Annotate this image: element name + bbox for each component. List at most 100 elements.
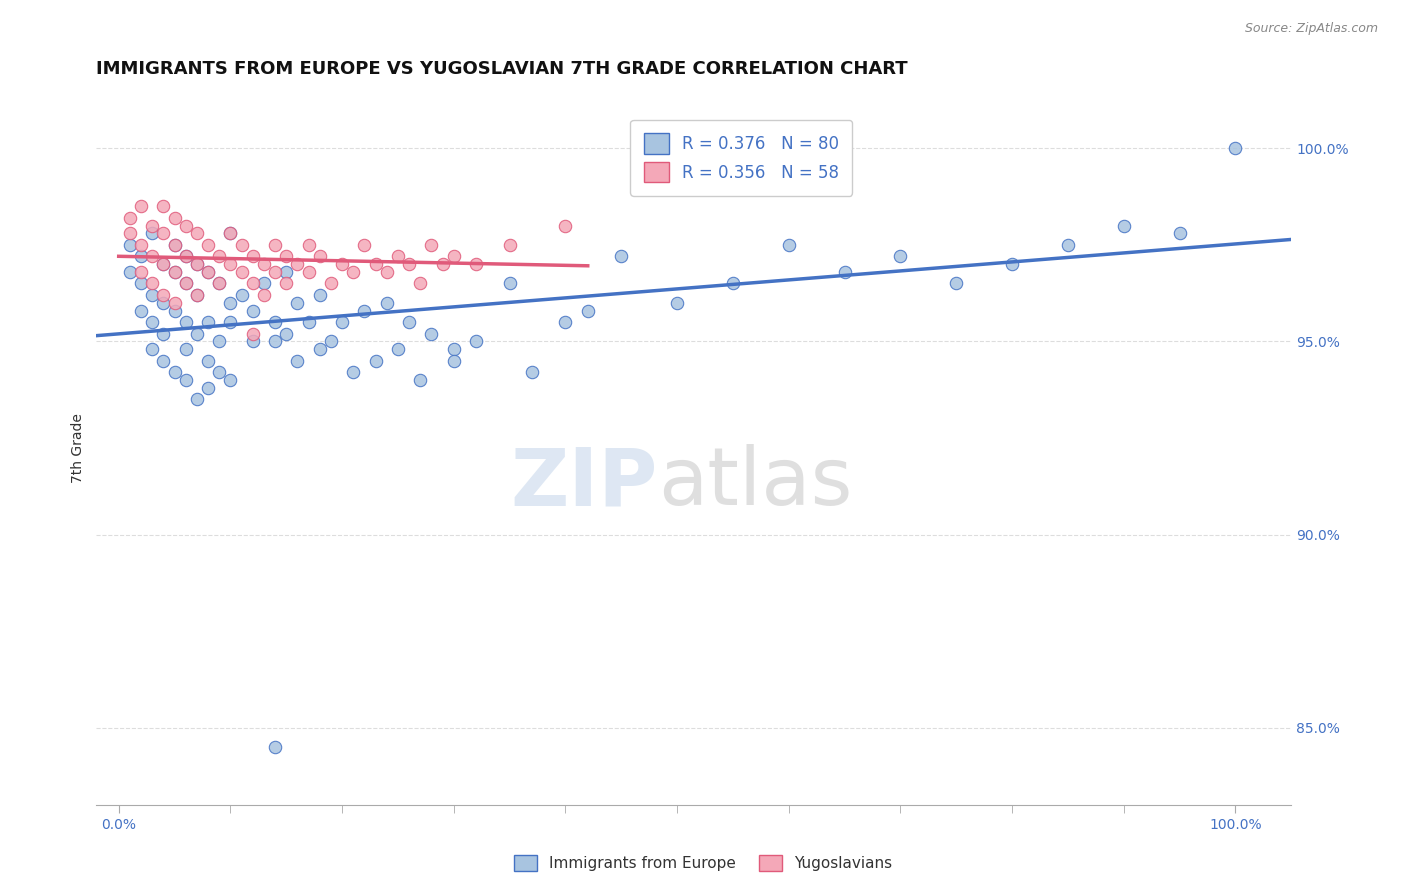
Point: [129, 249, 152, 263]
Point: [465, 334, 488, 349]
Point: [141, 315, 163, 329]
Point: [319, 334, 342, 349]
Point: [375, 265, 398, 279]
Point: [141, 249, 163, 263]
Point: [253, 257, 276, 271]
Point: [152, 288, 174, 302]
Point: [163, 295, 186, 310]
Point: [242, 303, 264, 318]
Point: [141, 219, 163, 233]
Point: [197, 265, 219, 279]
Point: [118, 237, 141, 252]
Point: [174, 342, 197, 356]
Point: [174, 315, 197, 329]
Point: [666, 295, 689, 310]
Point: [163, 237, 186, 252]
Point: [520, 365, 543, 379]
Point: [498, 277, 520, 291]
Point: [276, 277, 298, 291]
Point: [219, 257, 242, 271]
Point: [141, 226, 163, 240]
Point: [141, 277, 163, 291]
Point: [308, 342, 330, 356]
Point: [576, 303, 599, 318]
Point: [610, 249, 633, 263]
Point: [197, 381, 219, 395]
Point: [186, 288, 208, 302]
Point: [163, 365, 186, 379]
Point: [219, 226, 242, 240]
Point: [231, 265, 253, 279]
Point: [152, 226, 174, 240]
Point: [174, 219, 197, 233]
Point: [319, 277, 342, 291]
Point: [163, 265, 186, 279]
Point: [432, 257, 454, 271]
Point: [152, 353, 174, 368]
Point: [264, 315, 287, 329]
Point: [174, 373, 197, 387]
Point: [297, 237, 319, 252]
Point: [330, 315, 353, 329]
Point: [186, 257, 208, 271]
Point: [443, 353, 465, 368]
Point: [219, 315, 242, 329]
Text: IMMIGRANTS FROM EUROPE VS YUGOSLAVIAN 7TH GRADE CORRELATION CHART: IMMIGRANTS FROM EUROPE VS YUGOSLAVIAN 7T…: [97, 60, 908, 78]
Point: [163, 265, 186, 279]
Point: [129, 199, 152, 213]
Point: [264, 740, 287, 755]
Point: [174, 249, 197, 263]
Point: [264, 237, 287, 252]
Point: [231, 237, 253, 252]
Point: [163, 303, 186, 318]
Point: [443, 249, 465, 263]
Point: [152, 199, 174, 213]
Point: [276, 249, 298, 263]
Point: [353, 303, 375, 318]
Point: [163, 211, 186, 225]
Point: [141, 342, 163, 356]
Point: [174, 277, 197, 291]
Point: [118, 265, 141, 279]
Point: [141, 288, 163, 302]
Text: atlas: atlas: [658, 444, 852, 523]
Point: [129, 277, 152, 291]
Point: [387, 249, 409, 263]
Point: [208, 365, 231, 379]
Point: [152, 295, 174, 310]
Point: [129, 303, 152, 318]
Point: [253, 277, 276, 291]
Point: [398, 257, 420, 271]
Point: [264, 334, 287, 349]
Point: [264, 265, 287, 279]
Point: [409, 373, 432, 387]
Point: [129, 237, 152, 252]
Point: [554, 219, 576, 233]
Legend: R = 0.376   N = 80, R = 0.356   N = 58: R = 0.376 N = 80, R = 0.356 N = 58: [630, 120, 852, 195]
Point: [1057, 237, 1080, 252]
Point: [398, 315, 420, 329]
Point: [208, 277, 231, 291]
Point: [186, 288, 208, 302]
Point: [297, 315, 319, 329]
Text: ZIP: ZIP: [510, 444, 658, 523]
Point: [945, 277, 967, 291]
Point: [409, 277, 432, 291]
Point: [231, 288, 253, 302]
Point: [308, 288, 330, 302]
Point: [342, 365, 364, 379]
Legend: Immigrants from Europe, Yugoslavians: Immigrants from Europe, Yugoslavians: [508, 849, 898, 877]
Point: [129, 265, 152, 279]
Point: [186, 392, 208, 407]
Point: [778, 237, 800, 252]
Point: [834, 265, 856, 279]
Point: [443, 342, 465, 356]
Text: Source: ZipAtlas.com: Source: ZipAtlas.com: [1244, 22, 1378, 36]
Point: [387, 342, 409, 356]
Point: [118, 211, 141, 225]
Point: [330, 257, 353, 271]
Point: [208, 249, 231, 263]
Point: [174, 249, 197, 263]
Point: [242, 326, 264, 341]
Point: [1168, 226, 1191, 240]
